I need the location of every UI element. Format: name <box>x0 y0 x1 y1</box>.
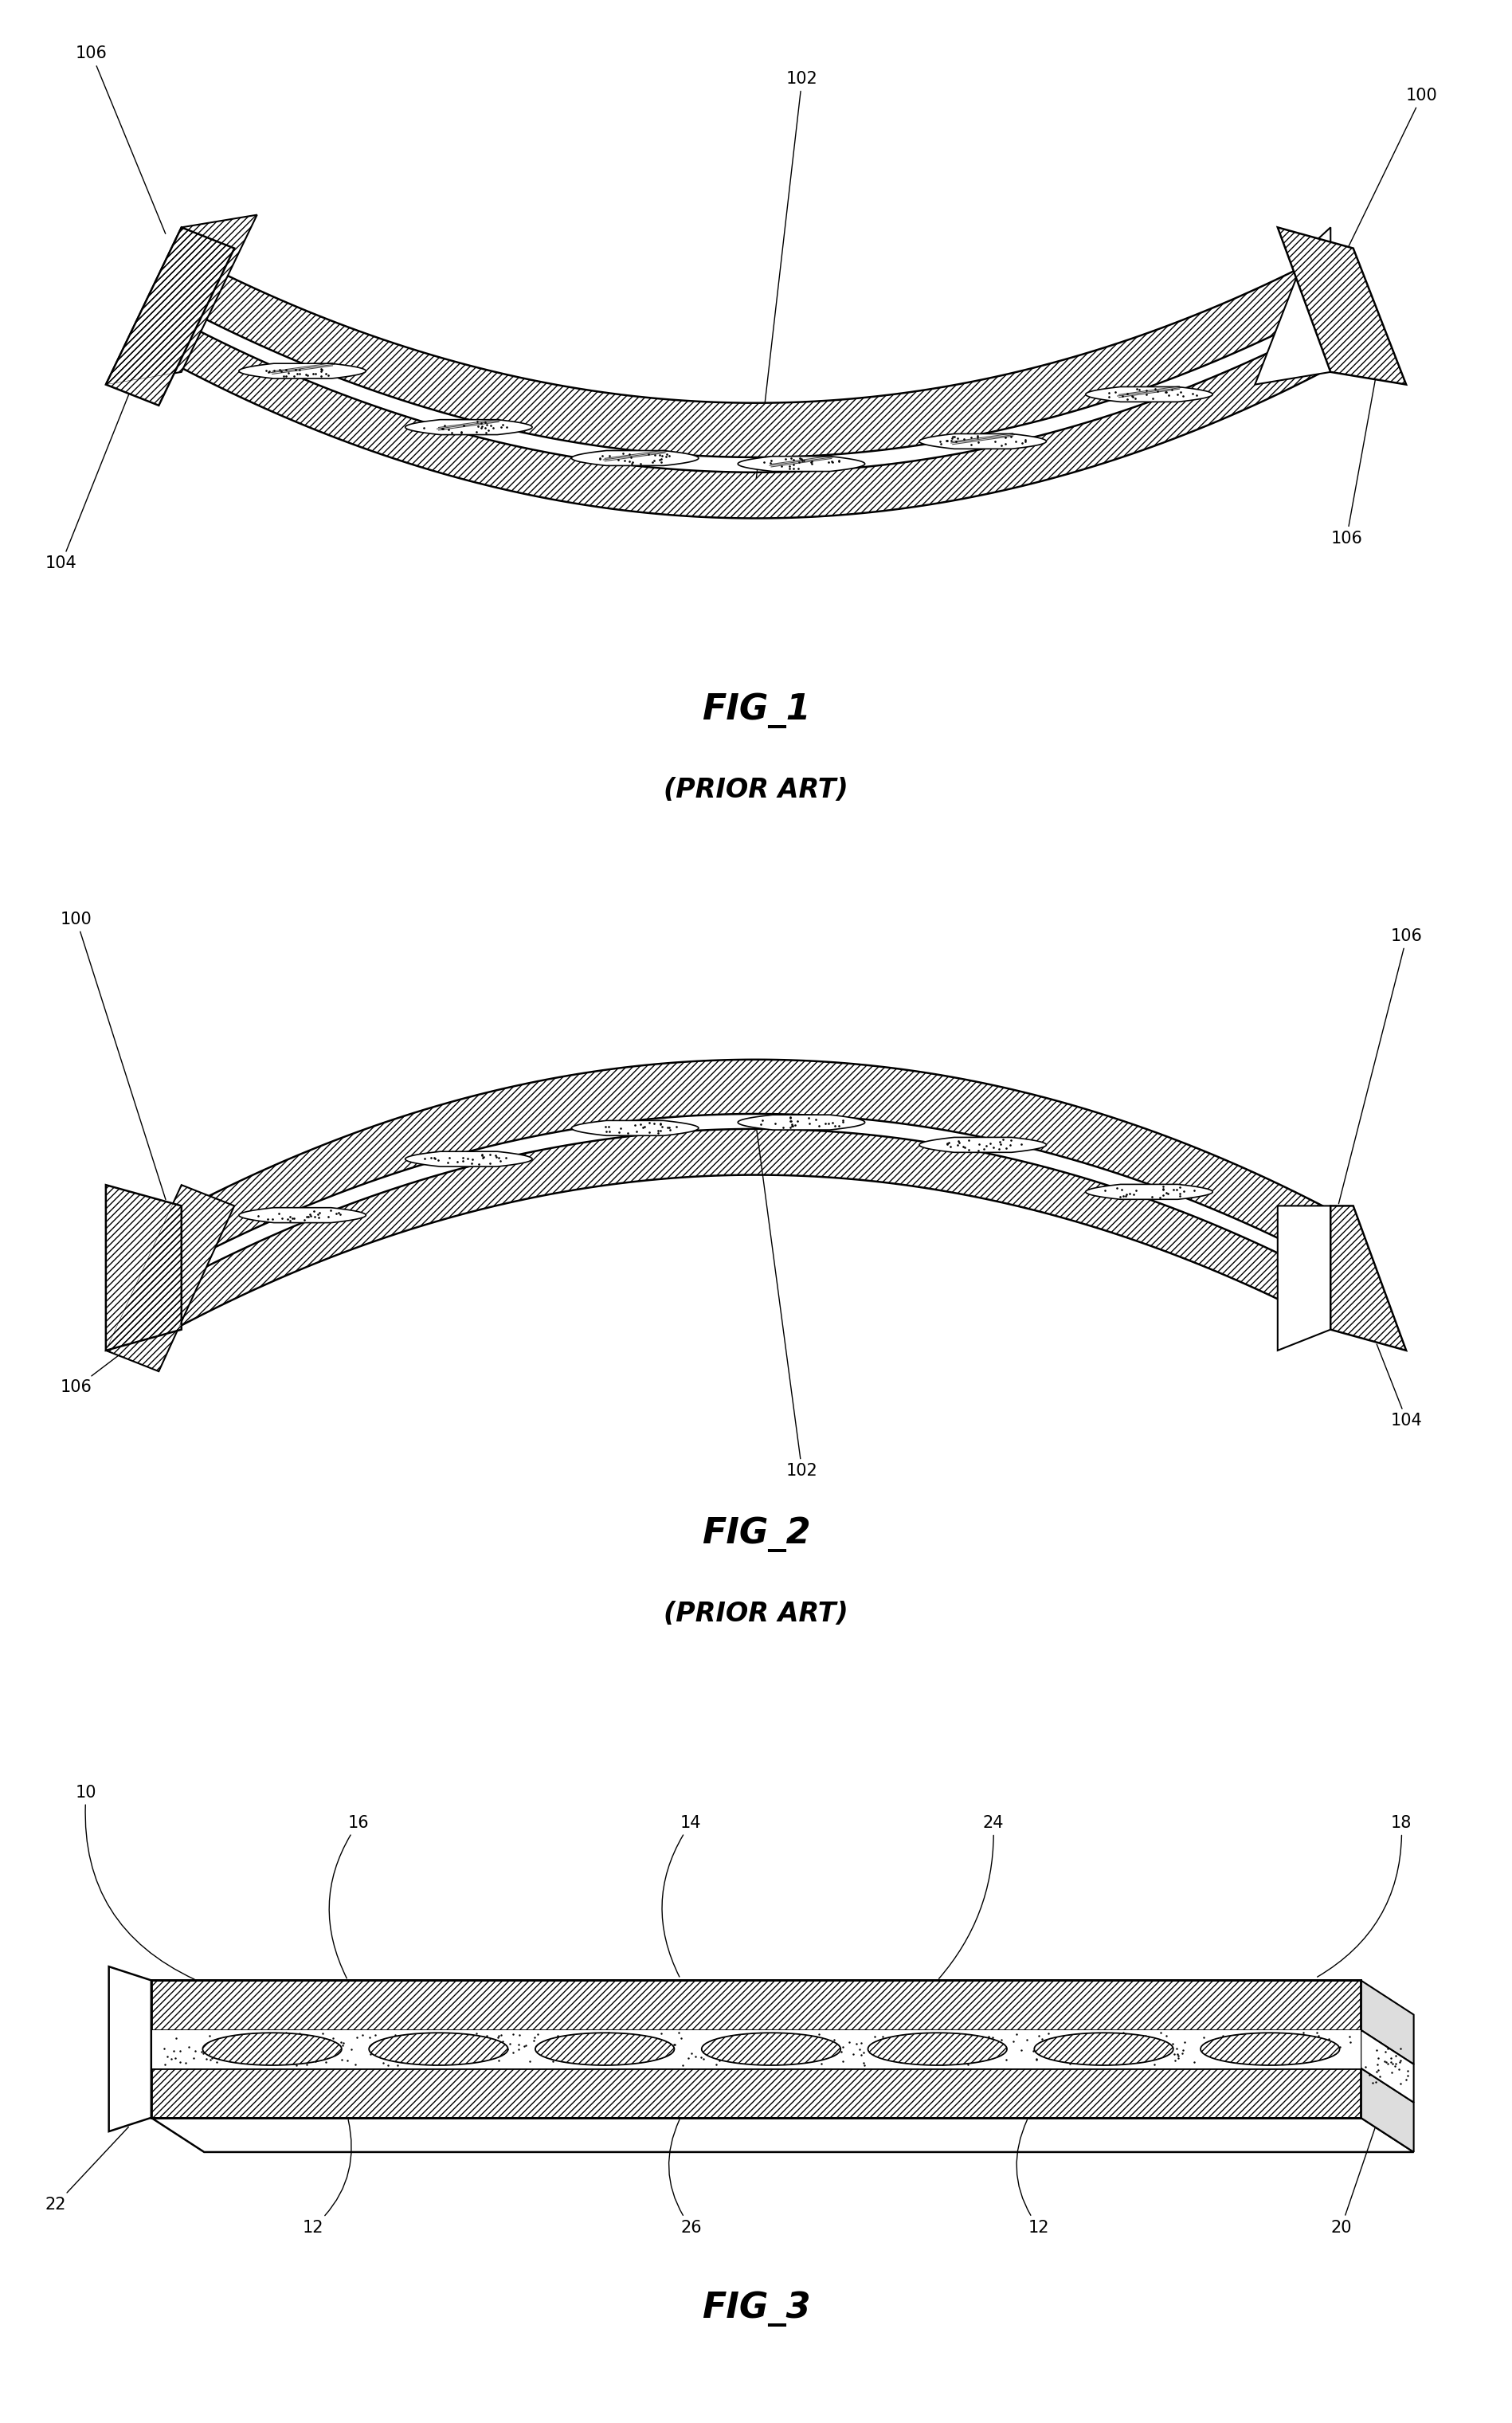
Text: 104: 104 <box>45 378 135 572</box>
Polygon shape <box>1331 1207 1406 1350</box>
Polygon shape <box>181 1129 1331 1325</box>
Polygon shape <box>181 322 1331 519</box>
Text: 10: 10 <box>76 1783 195 1980</box>
Text: 14: 14 <box>662 1815 702 1977</box>
Polygon shape <box>1361 2069 1414 2152</box>
Polygon shape <box>919 434 1046 448</box>
Text: 12: 12 <box>1016 2120 1049 2236</box>
Text: (PRIOR ART): (PRIOR ART) <box>664 1602 848 1626</box>
Polygon shape <box>239 363 366 378</box>
Polygon shape <box>405 1151 532 1165</box>
Text: 104: 104 <box>1377 1345 1423 1430</box>
Polygon shape <box>106 216 257 385</box>
Polygon shape <box>572 1119 699 1136</box>
Text: 106: 106 <box>1331 378 1376 548</box>
Text: 100: 100 <box>1347 87 1438 250</box>
Polygon shape <box>738 1115 865 1129</box>
Polygon shape <box>151 2030 1361 2069</box>
Text: 102: 102 <box>756 1127 818 1478</box>
Polygon shape <box>106 1185 181 1350</box>
Text: 106: 106 <box>60 1342 135 1396</box>
Polygon shape <box>1086 1185 1213 1199</box>
Polygon shape <box>151 2118 1414 2152</box>
Text: 18: 18 <box>1317 1815 1412 1977</box>
Polygon shape <box>151 2069 1361 2118</box>
Polygon shape <box>181 252 1331 458</box>
Text: FIG_2: FIG_2 <box>702 1517 810 1553</box>
Polygon shape <box>1278 228 1406 385</box>
Text: 106: 106 <box>76 46 165 233</box>
Text: 26: 26 <box>668 2120 702 2236</box>
Polygon shape <box>109 1967 151 2132</box>
Polygon shape <box>535 2033 674 2064</box>
Text: 24: 24 <box>939 1815 1004 1980</box>
Polygon shape <box>239 1207 366 1224</box>
Polygon shape <box>203 2033 342 2064</box>
Polygon shape <box>151 1980 1361 2030</box>
Text: 22: 22 <box>45 2127 129 2212</box>
Polygon shape <box>919 1136 1046 1153</box>
Polygon shape <box>702 2033 841 2064</box>
Polygon shape <box>738 456 865 472</box>
Polygon shape <box>405 419 532 434</box>
Polygon shape <box>106 1185 234 1371</box>
Text: 102: 102 <box>756 70 818 477</box>
Text: (PRIOR ART): (PRIOR ART) <box>664 778 848 802</box>
Polygon shape <box>1361 2030 1414 2103</box>
Polygon shape <box>181 1059 1331 1265</box>
Polygon shape <box>1255 228 1331 385</box>
Polygon shape <box>1201 2033 1340 2064</box>
Polygon shape <box>1278 1207 1331 1350</box>
Polygon shape <box>106 228 234 405</box>
Polygon shape <box>369 2033 508 2064</box>
Text: 106: 106 <box>1338 928 1423 1204</box>
Text: FIG_1: FIG_1 <box>702 693 810 729</box>
Polygon shape <box>1086 388 1213 402</box>
Text: FIG_3: FIG_3 <box>702 2290 810 2326</box>
Text: 16: 16 <box>330 1815 369 1977</box>
Text: 100: 100 <box>60 911 166 1199</box>
Polygon shape <box>868 2033 1007 2064</box>
Polygon shape <box>572 451 699 465</box>
Text: 20: 20 <box>1331 2127 1376 2236</box>
Polygon shape <box>1361 1980 1414 2064</box>
Polygon shape <box>1034 2033 1173 2064</box>
Text: 12: 12 <box>302 2120 351 2236</box>
